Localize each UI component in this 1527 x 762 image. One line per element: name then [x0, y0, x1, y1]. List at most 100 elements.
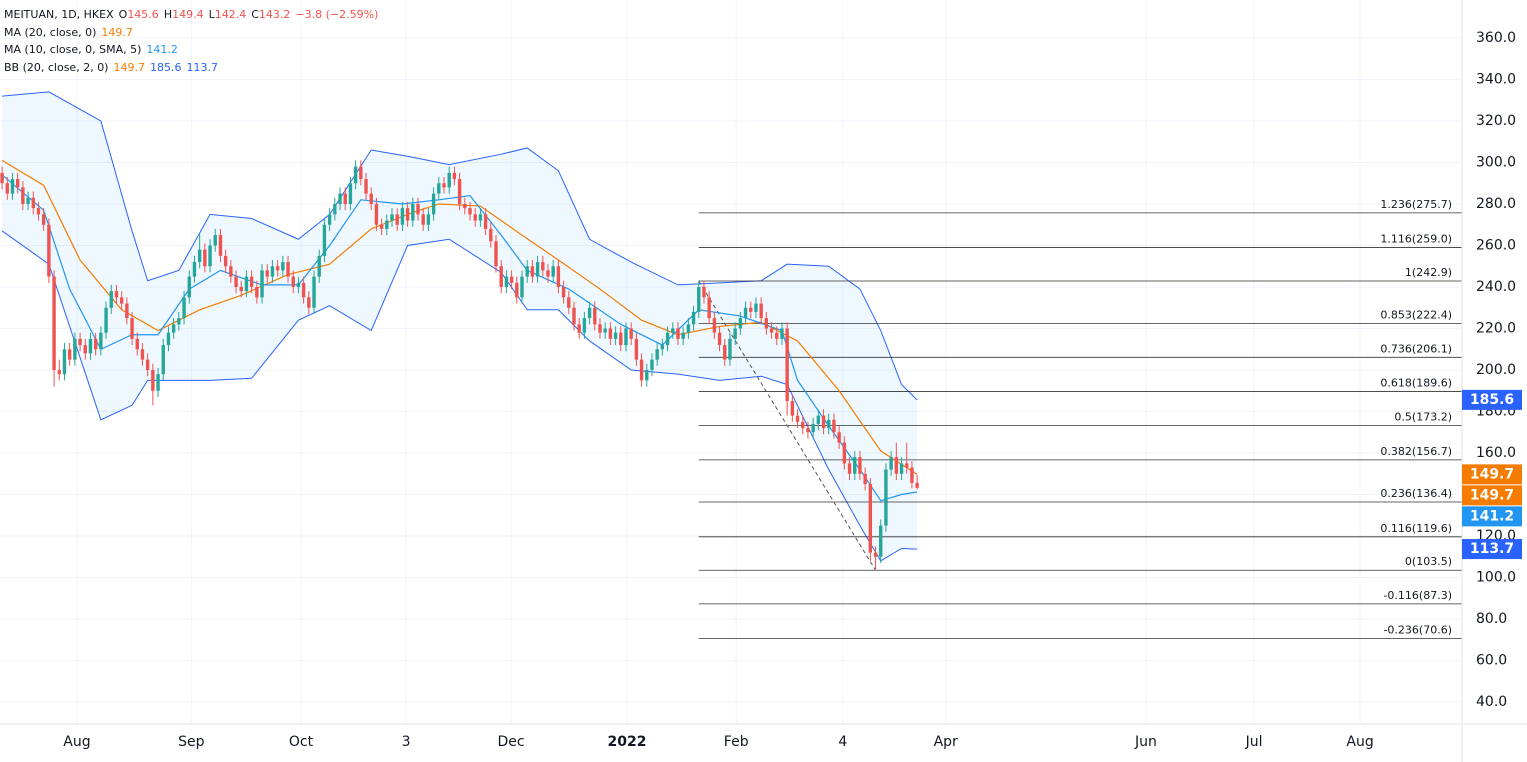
candle-body [265, 270, 269, 277]
candle-body [41, 214, 46, 225]
candle-body [899, 463, 904, 474]
candle-body [780, 328, 784, 339]
price-badge-label: 185.6 [1470, 392, 1514, 408]
candle-body [177, 318, 181, 325]
fib-label: 0.618(189.6) [1380, 377, 1452, 390]
candle-body [187, 276, 191, 298]
candle-body [104, 307, 108, 333]
candle-body [307, 297, 311, 308]
candle-body [57, 369, 61, 375]
candle-body [473, 214, 477, 221]
fib-label: 1.116(259.0) [1380, 233, 1452, 246]
candle-body [691, 311, 696, 325]
indicator-value: 141.2 [146, 43, 178, 56]
candle-body [442, 183, 446, 188]
candle-body [62, 349, 67, 375]
fib-label: 0.736(206.1) [1380, 342, 1452, 355]
candle-body [291, 276, 295, 287]
candle-body [255, 286, 259, 298]
candle-body [5, 183, 9, 194]
ohlc-value: 145.6 [127, 8, 159, 21]
candle-body [847, 463, 852, 474]
candle-body [910, 467, 914, 483]
candle-body [795, 415, 800, 422]
candle-body [478, 214, 483, 221]
candle-body [317, 255, 321, 277]
x-tick-label: 2022 [608, 734, 647, 750]
y-tick-label: 360.0 [1476, 30, 1516, 46]
candle-body [156, 374, 160, 391]
candle-body [379, 224, 384, 229]
legend-row: MA (10, close, 0, SMA, 5) 141.2 [4, 41, 383, 59]
candle-body [218, 235, 223, 256]
fib-label: 0(103.5) [1405, 555, 1452, 568]
candle-body [31, 197, 35, 209]
ma-line [1, 174, 918, 502]
candle-body [873, 552, 878, 557]
candle-body [239, 286, 243, 292]
candle-body [509, 276, 514, 283]
candle-body [697, 286, 701, 312]
candle-body [88, 338, 93, 354]
ohlc-value: 149.4 [172, 8, 204, 21]
candle-body [78, 338, 82, 346]
candle-body [312, 276, 316, 308]
candle-body [161, 345, 165, 375]
price-badge-label: 141.2 [1470, 508, 1514, 524]
candle-body [858, 457, 862, 474]
candle-body [140, 349, 145, 360]
candle-body [244, 276, 249, 292]
candle-body [915, 482, 919, 488]
fib-label: 0.236(136.4) [1380, 487, 1452, 500]
candle-body [286, 262, 290, 277]
indicator-value: 149.7 [113, 60, 145, 74]
candle-body [270, 266, 275, 277]
indicator-value: 113.7 [186, 60, 218, 74]
y-tick-label: 340.0 [1476, 71, 1516, 87]
candle-body [197, 249, 202, 263]
candle-body [868, 484, 873, 553]
candle-body [26, 197, 30, 204]
candle-body [785, 328, 789, 402]
candle-body [166, 332, 171, 346]
y-tick-label: 60.0 [1476, 653, 1507, 669]
candle-body [686, 324, 691, 333]
candle-body [634, 338, 639, 360]
candle-body [515, 282, 519, 298]
candle-body [119, 297, 124, 304]
candle-body [645, 369, 649, 381]
candle-body [743, 307, 748, 319]
candle-body [639, 359, 644, 381]
candle-body [702, 286, 706, 298]
candle-body [541, 262, 545, 271]
candle-body [93, 338, 98, 350]
candle-body [837, 432, 841, 443]
price-badge [1462, 539, 1522, 560]
candle-body [109, 291, 113, 308]
candle-body [10, 179, 15, 194]
candle-body [525, 266, 529, 277]
candle-body [390, 214, 394, 221]
price-badge-label: 113.7 [1470, 541, 1514, 557]
trend-line [698, 280, 876, 571]
candle-body [327, 214, 332, 225]
y-tick-label: 240.0 [1476, 279, 1516, 295]
candle-body [135, 338, 139, 350]
candle-body [322, 224, 327, 256]
candle-body [853, 457, 857, 474]
candle-body [353, 166, 358, 184]
symbol: MEITUAN, 1D, HKEX [4, 8, 114, 21]
candle-body [229, 266, 233, 277]
y-tick-label: 160.0 [1476, 445, 1516, 461]
candle-body [619, 332, 623, 346]
candle-body [296, 282, 301, 287]
candle-body [223, 255, 228, 267]
x-tick-label: Apr [934, 734, 958, 750]
fib-label: 1(242.9) [1405, 266, 1452, 279]
indicator-value: 185.6 [149, 60, 182, 74]
y-tick-label: 80.0 [1476, 611, 1507, 627]
candle-body [665, 332, 670, 346]
candle-body [504, 276, 509, 287]
candle-body [83, 345, 87, 354]
